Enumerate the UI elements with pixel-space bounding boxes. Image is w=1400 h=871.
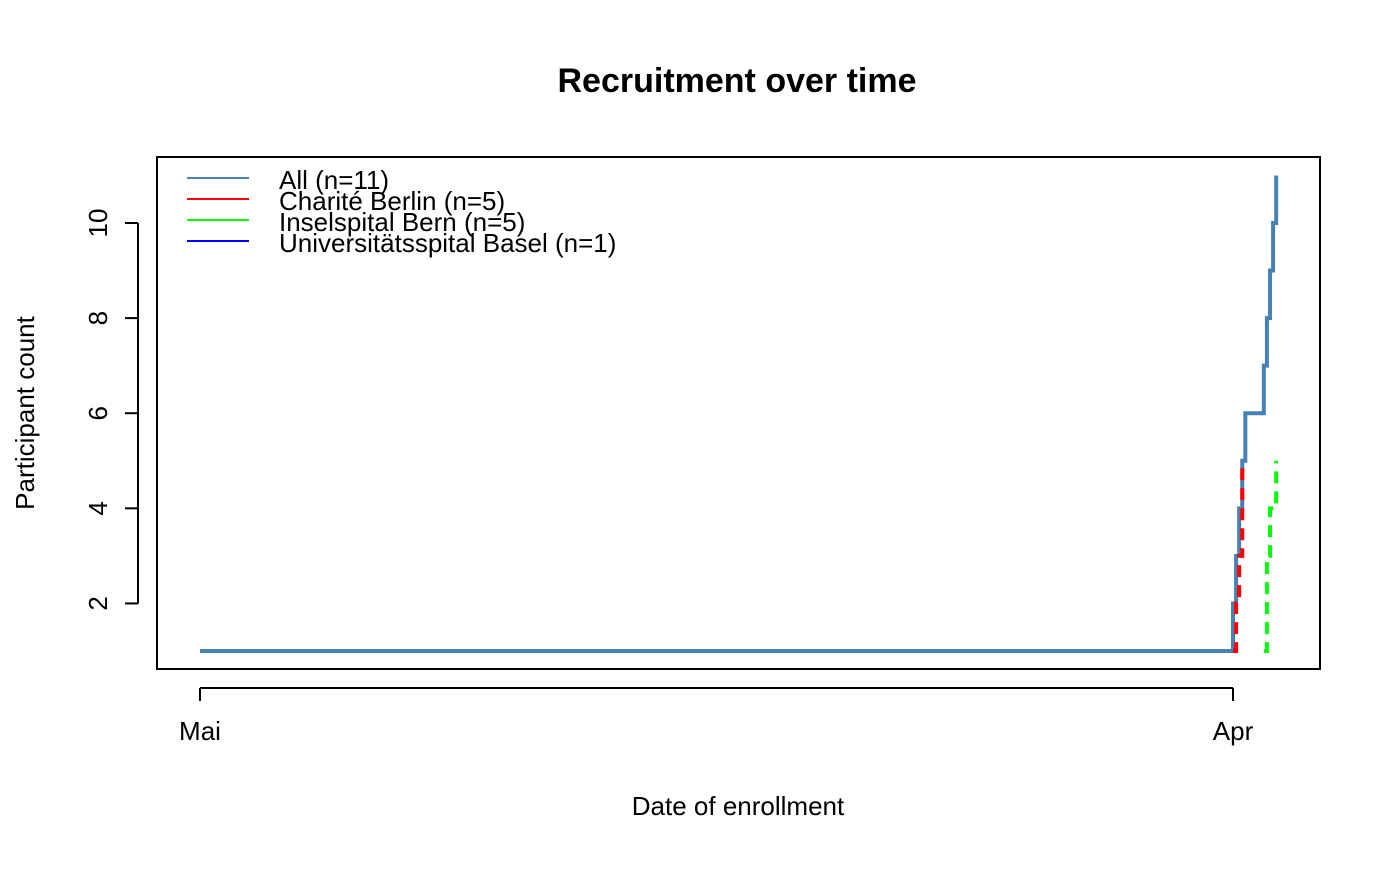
x-tick-label: Mai	[179, 716, 221, 746]
y-tick-label: 10	[83, 209, 113, 238]
legend-label: All (n=11)	[279, 165, 389, 195]
legend-label: Charité Berlin (n=5)	[279, 186, 505, 216]
chart-title: Recruitment over time	[558, 62, 917, 100]
y-tick-label: 2	[83, 596, 113, 610]
legend-label: Inselspital Bern (n=5)	[279, 207, 525, 237]
x-axis: Mai Apr	[179, 687, 1254, 746]
series-line-1	[1233, 460, 1245, 653]
legend-label: Universitätsspital Basel (n=1)	[279, 228, 616, 258]
x-tick-label: Apr	[1213, 716, 1254, 746]
series-line-2	[1263, 460, 1279, 653]
y-axis: 2 4 6 8 10	[83, 209, 139, 611]
y-tick-label: 6	[83, 406, 113, 420]
y-tick-label: 4	[83, 501, 113, 515]
y-tick-label: 8	[83, 311, 113, 325]
plot-frame	[156, 156, 1321, 670]
x-axis-label: Date of enrollment	[632, 791, 845, 821]
series-layer	[200, 175, 1279, 653]
y-axis-label: Participant count	[10, 315, 40, 509]
legend: All (n=11)Charité Berlin (n=5)Inselspita…	[187, 165, 616, 258]
